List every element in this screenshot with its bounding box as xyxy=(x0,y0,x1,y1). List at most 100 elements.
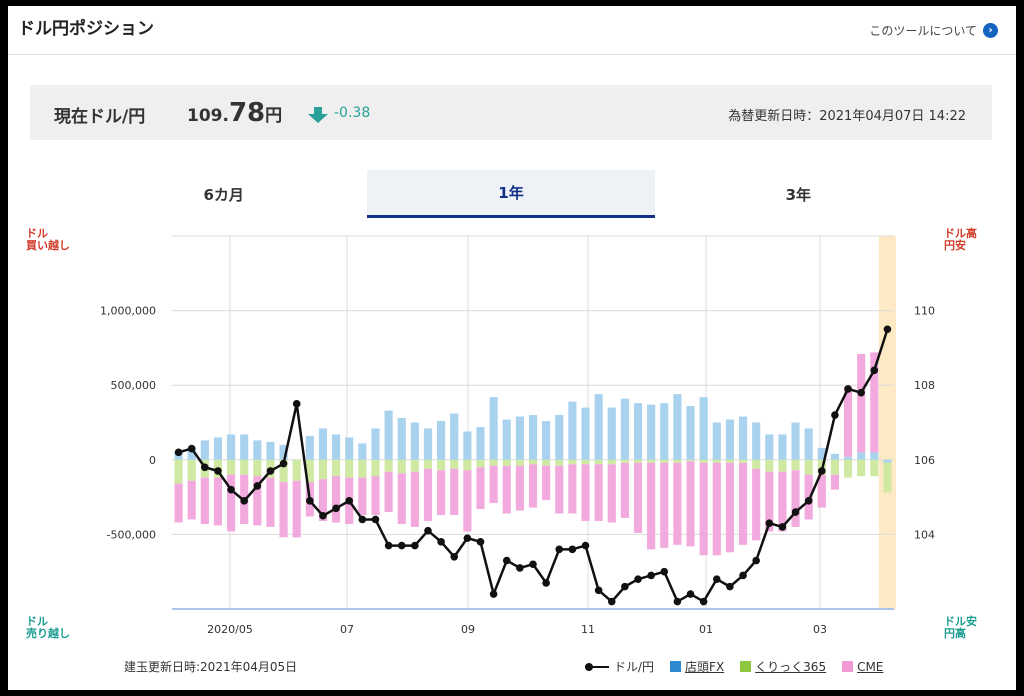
bar-tentou xyxy=(673,394,682,460)
bar-tentou xyxy=(463,431,472,460)
bar-cme xyxy=(515,465,524,511)
tab-1year[interactable]: 1年 xyxy=(367,170,655,218)
bar-cme xyxy=(371,476,380,516)
bar-cme xyxy=(476,467,485,510)
rate-value-int: 109. xyxy=(187,106,229,126)
bar-click365 xyxy=(555,459,564,466)
bar-click365 xyxy=(187,459,196,481)
bar-cme xyxy=(738,462,748,545)
corner-dollar-long-2: 買い越し xyxy=(26,239,70,252)
usdjpy-point xyxy=(476,538,485,546)
bar-click365 xyxy=(528,459,538,465)
bar-tentou xyxy=(318,428,328,460)
usdjpy-point xyxy=(568,545,577,554)
usdjpy-point xyxy=(883,325,892,334)
usdjpy-point xyxy=(397,541,406,550)
bar-cme xyxy=(843,386,853,457)
bar-click365 xyxy=(883,462,892,493)
bar-cme xyxy=(384,471,393,513)
arrow-down-icon xyxy=(308,107,328,123)
bar-tentou xyxy=(660,403,669,460)
bar-cme xyxy=(332,476,341,523)
legend-item-click365[interactable]: くりっく365 xyxy=(740,658,826,675)
usdjpy-point xyxy=(752,556,760,565)
bar-click365 xyxy=(332,459,341,477)
bar-tentou xyxy=(778,434,787,460)
bar-cme xyxy=(686,461,695,547)
bar-cme xyxy=(213,477,223,526)
usdjpy-point xyxy=(870,366,879,375)
bar-click365 xyxy=(830,459,839,475)
bar-tentou xyxy=(699,397,708,460)
bar-cme xyxy=(437,470,446,516)
bar-cme xyxy=(712,462,721,556)
usdjpy-point xyxy=(240,497,248,505)
usdjpy-point xyxy=(673,597,682,606)
usdjpy-point xyxy=(831,411,839,419)
divider xyxy=(8,54,1016,55)
usdjpy-point xyxy=(857,388,865,397)
usdjpy-point xyxy=(384,541,393,550)
legend-item-usdjpy[interactable]: ドル/円 xyxy=(584,658,654,675)
bar-cme xyxy=(528,464,538,508)
usdjpy-point xyxy=(279,459,288,468)
usdjpy-point xyxy=(765,519,774,528)
bar-click365 xyxy=(738,459,748,463)
frame: ドル円ポジション このツールについて › 現在ドル/円 109.78円 -0.3… xyxy=(8,6,1016,690)
corner-dollar-strong-2: 円安 xyxy=(944,239,966,252)
bar-tentou xyxy=(712,422,721,460)
usdjpy-point xyxy=(437,538,445,546)
usdjpy-point xyxy=(555,545,564,554)
y-left-tick-label: 500,000 xyxy=(111,379,157,392)
x-tick-label: 11 xyxy=(581,623,595,636)
bar-cme xyxy=(542,465,551,501)
usdjpy-point xyxy=(607,597,616,606)
bar-click365 xyxy=(633,459,643,463)
legend-item-cme[interactable]: CME xyxy=(842,660,883,674)
bar-click365 xyxy=(686,459,695,462)
bar-click365 xyxy=(660,459,669,463)
bar-click365 xyxy=(843,459,853,478)
about-link[interactable]: このツールについて › xyxy=(869,22,998,39)
bar-tentou xyxy=(489,397,498,460)
bar-click365 xyxy=(450,459,459,469)
bar-click365 xyxy=(476,459,485,468)
usdjpy-point xyxy=(253,482,262,490)
legend-swatch-tentou xyxy=(670,661,682,672)
bar-click365 xyxy=(371,459,380,477)
bar-tentou xyxy=(227,434,236,460)
tab-6months[interactable]: 6カ月 xyxy=(203,185,244,204)
x-tick-label: 2020/05 xyxy=(207,623,253,636)
bar-cme xyxy=(174,483,183,523)
bar-click365 xyxy=(752,459,761,469)
bar-cme xyxy=(581,464,590,521)
usdjpy-point xyxy=(502,556,511,565)
usdjpy-point xyxy=(712,575,721,583)
bar-tentou xyxy=(345,437,354,460)
usdjpy-point xyxy=(634,575,642,583)
bar-click365 xyxy=(253,459,262,477)
bar-cme xyxy=(450,468,459,516)
usdjpy-point xyxy=(581,541,590,550)
bar-tentou xyxy=(568,401,577,460)
bar-tentou xyxy=(187,447,196,460)
legend-item-tentou[interactable]: 店頭FX xyxy=(670,658,724,675)
usdjpy-point xyxy=(726,582,734,591)
usdjpy-point xyxy=(791,508,800,516)
usdjpy-point xyxy=(424,526,432,535)
bar-cme xyxy=(699,462,708,556)
bar-cme xyxy=(857,353,866,453)
y-left-tick-label: 1,000,000 xyxy=(100,305,156,318)
bar-tentou xyxy=(765,434,774,460)
bar-click365 xyxy=(227,459,236,475)
bar-click365 xyxy=(463,459,472,471)
usdjpy-point xyxy=(227,485,235,494)
usdjpy-point xyxy=(358,515,367,524)
tab-3years[interactable]: 3年 xyxy=(785,185,812,204)
legend-label-click365: くりっく365 xyxy=(755,660,827,674)
usdjpy-point xyxy=(818,467,826,475)
bar-cme xyxy=(397,473,406,524)
bar-cme xyxy=(489,465,498,504)
bar-tentou xyxy=(607,407,616,460)
bar-cme xyxy=(358,477,367,516)
